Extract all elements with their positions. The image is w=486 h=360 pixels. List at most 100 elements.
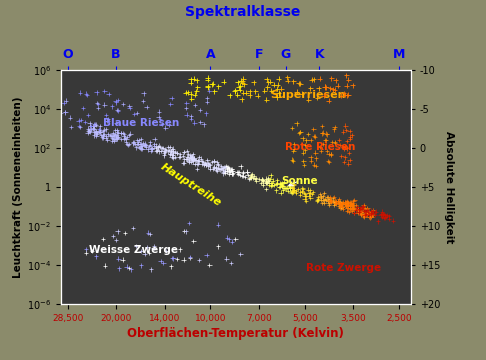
Point [114,134,122,140]
Point [184,151,192,157]
Point [378,209,386,215]
Point [344,93,351,98]
Point [335,138,343,143]
Point [272,181,280,187]
Point [246,93,254,98]
Point [168,153,175,158]
Point [306,85,314,91]
Point [147,266,155,272]
Point [357,206,365,212]
Point [159,145,167,151]
Point [202,162,210,168]
Point [389,218,397,224]
Point [337,205,345,211]
Point [77,117,85,123]
Point [223,235,231,240]
Point [336,201,344,206]
Point [151,136,158,142]
Point [338,202,346,207]
Point [95,129,103,135]
Point [268,180,276,186]
Point [135,140,142,145]
Point [330,199,338,205]
Point [186,255,194,261]
Point [321,196,329,202]
Point [367,213,375,219]
Point [208,159,216,165]
Point [216,167,224,172]
Point [341,146,348,152]
Text: Weisse Zwerge: Weisse Zwerge [89,245,178,255]
Point [201,161,209,166]
Point [366,211,374,217]
Point [195,257,203,263]
Point [368,212,376,217]
Point [121,131,128,137]
Point [278,184,286,189]
Point [296,129,304,135]
Point [256,176,263,182]
Point [357,209,365,215]
Point [283,74,291,80]
Point [174,150,181,156]
Point [96,129,104,135]
Point [346,128,354,134]
Point [156,116,164,122]
Point [169,255,176,261]
Point [191,102,199,108]
Point [195,154,203,160]
Point [81,119,89,125]
Point [155,143,163,148]
Point [377,212,384,218]
Text: Sonne: Sonne [281,176,318,186]
Point [218,165,226,171]
Point [337,202,345,207]
Point [120,132,127,138]
Point [170,150,177,156]
Point [204,160,212,166]
Point [364,205,371,211]
Point [112,120,120,126]
Point [321,137,329,143]
Point [311,134,319,140]
Point [355,209,363,215]
Point [347,201,355,207]
Point [358,211,365,217]
Point [273,181,280,186]
Point [312,156,320,161]
Point [89,125,97,131]
Point [185,158,192,163]
Point [298,185,306,191]
Point [338,201,346,207]
Point [383,212,391,218]
Point [344,202,351,208]
Point [312,163,319,168]
Point [210,88,218,94]
Point [79,105,87,111]
Point [180,160,188,166]
Point [223,168,231,174]
Point [187,155,194,161]
Point [170,156,177,161]
Point [346,199,354,205]
Point [223,256,230,262]
Point [190,238,197,244]
Point [191,161,198,167]
Point [193,85,201,90]
Y-axis label: Leuchtkraft (Sonneneinheiten): Leuchtkraft (Sonneneinheiten) [13,96,23,278]
Point [325,98,332,104]
Point [325,151,332,157]
Point [344,206,351,211]
Point [273,177,281,183]
Point [294,186,302,192]
Point [323,131,330,137]
Point [214,161,222,167]
Point [349,204,357,210]
Point [194,157,202,163]
Point [92,122,100,127]
Point [191,155,198,161]
Point [111,136,119,142]
Point [196,119,204,125]
Point [345,202,352,208]
Point [113,127,121,133]
